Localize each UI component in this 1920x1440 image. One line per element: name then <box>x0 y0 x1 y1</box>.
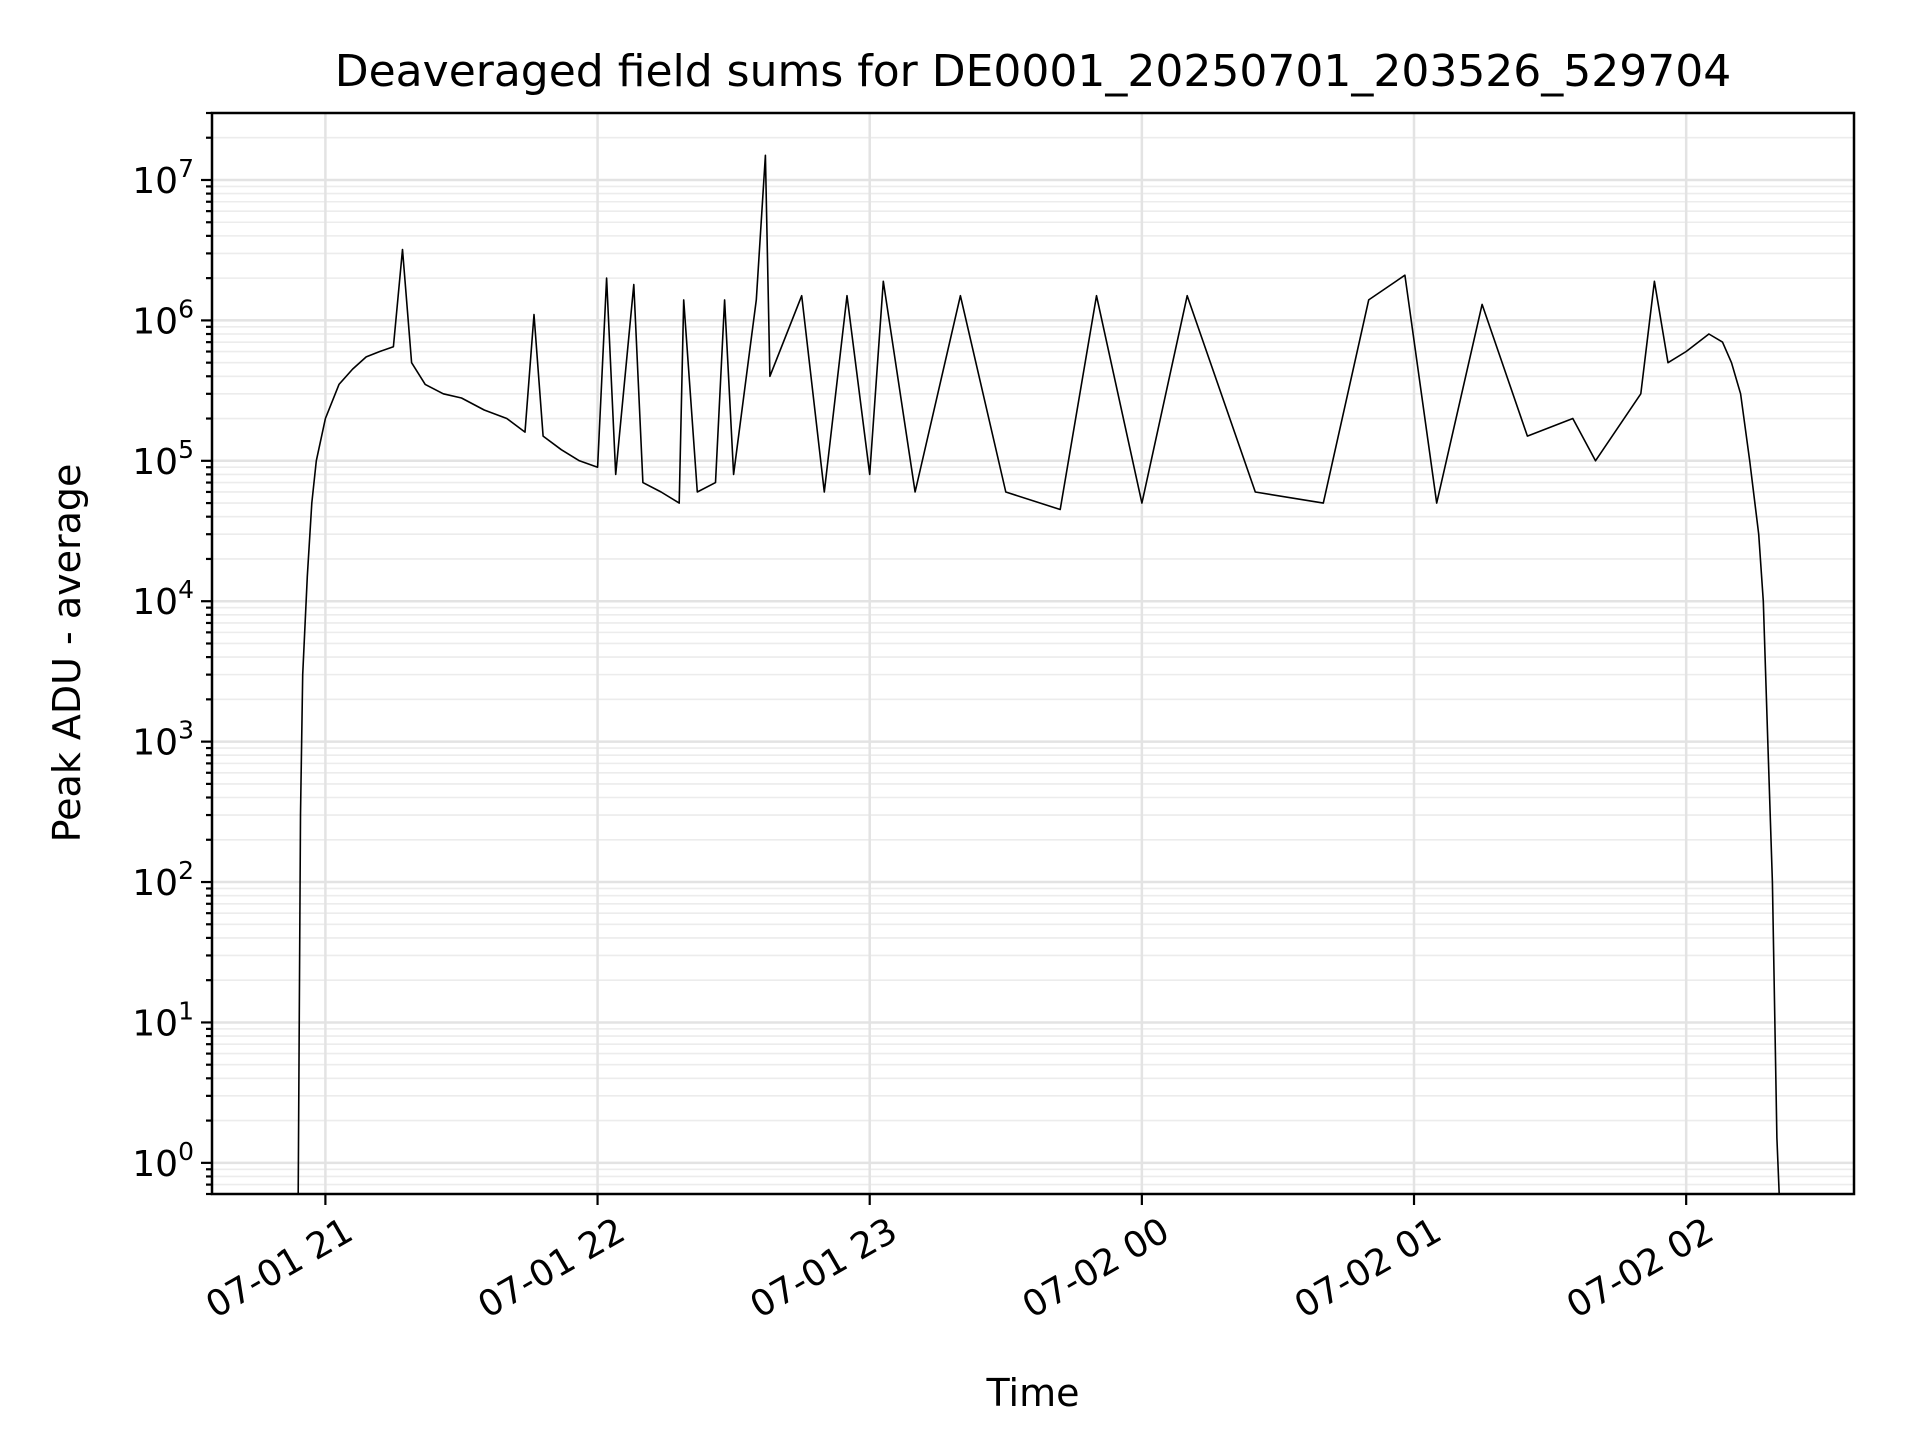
y-tick-label-base: 10 <box>132 442 178 483</box>
major-gridlines <box>212 113 1854 1194</box>
y-tick-label-exponent: 2 <box>178 856 194 885</box>
y-tick-label-exponent: 1 <box>178 996 194 1025</box>
y-axis-label: Peak ADU - average <box>45 464 89 843</box>
y-tick-label-base: 10 <box>132 863 178 904</box>
y-tick-label-exponent: 6 <box>178 294 194 323</box>
plot-frame <box>210 111 1856 1196</box>
y-tick-label-base: 10 <box>132 161 178 202</box>
y-tick-label: 103 <box>132 716 194 764</box>
y-tick-label: 105 <box>132 435 194 483</box>
x-axis-label: Time <box>986 1371 1080 1415</box>
y-tick-label: 107 <box>132 154 194 202</box>
axis-ticks <box>201 111 1688 1205</box>
y-tick-label-base: 10 <box>132 723 178 764</box>
minor-gridlines <box>212 112 1854 1195</box>
y-tick-label: 104 <box>132 575 194 623</box>
y-tick-label: 101 <box>132 996 194 1044</box>
series-layer <box>297 154 1780 1195</box>
y-tick-label-exponent: 0 <box>178 1137 194 1166</box>
y-tick-label-base: 10 <box>132 1003 178 1044</box>
y-tick-label: 106 <box>132 294 194 342</box>
y-tick-label: 100 <box>132 1137 194 1185</box>
data-series-line <box>297 154 1780 1195</box>
y-tick-label-exponent: 4 <box>178 575 194 604</box>
y-tick-label-base: 10 <box>132 1144 178 1185</box>
y-tick-label-exponent: 5 <box>178 435 194 464</box>
y-tick-label-base: 10 <box>132 582 178 623</box>
chart-title: Deaveraged field sums for DE0001_2025070… <box>335 46 1732 97</box>
y-tick-label-exponent: 3 <box>178 716 194 745</box>
y-tick-label-exponent: 7 <box>178 154 194 183</box>
y-tick-label-base: 10 <box>132 301 178 342</box>
y-tick-label: 102 <box>132 856 194 904</box>
